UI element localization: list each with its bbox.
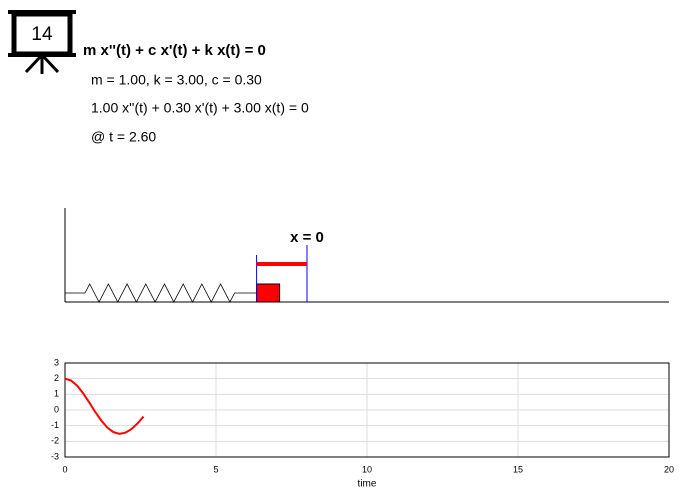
y-tick-label: -1 [51,420,59,430]
x-tick-label: 5 [213,464,218,474]
equation: m x''(t) + c x'(t) + k x(t) = 0 [83,42,266,59]
y-tick-label: 2 [54,373,59,383]
x-tick-label: 0 [62,464,67,474]
y-tick-label: -3 [51,451,59,461]
y-tick-label: 0 [54,404,59,414]
plot-frame [64,362,670,458]
instance: 1.00 x''(t) + 0.30 x'(t) + 3.00 x(t) = 0 [91,100,309,116]
x-tick-label: 20 [664,464,674,474]
slide-icon: 14 [8,10,76,74]
params: m = 1.00, k = 3.00, c = 0.30 [91,72,262,88]
x-tick-label: 10 [362,464,372,474]
x-axis-label: time [358,479,377,490]
spring-coil [65,283,257,303]
y-tick-label: 3 [54,357,59,367]
y-tick-label: -2 [51,436,59,446]
icon-label: 14 [31,24,53,45]
series-line [64,377,145,435]
x-tick-label: 15 [513,464,523,474]
spring-diagram: x = 0 [64,208,669,303]
time: @ t = 2.60 [91,129,156,145]
equilibrium-label: x = 0 [290,229,324,246]
mass-block [256,283,281,303]
y-tick-label: 1 [54,389,59,399]
